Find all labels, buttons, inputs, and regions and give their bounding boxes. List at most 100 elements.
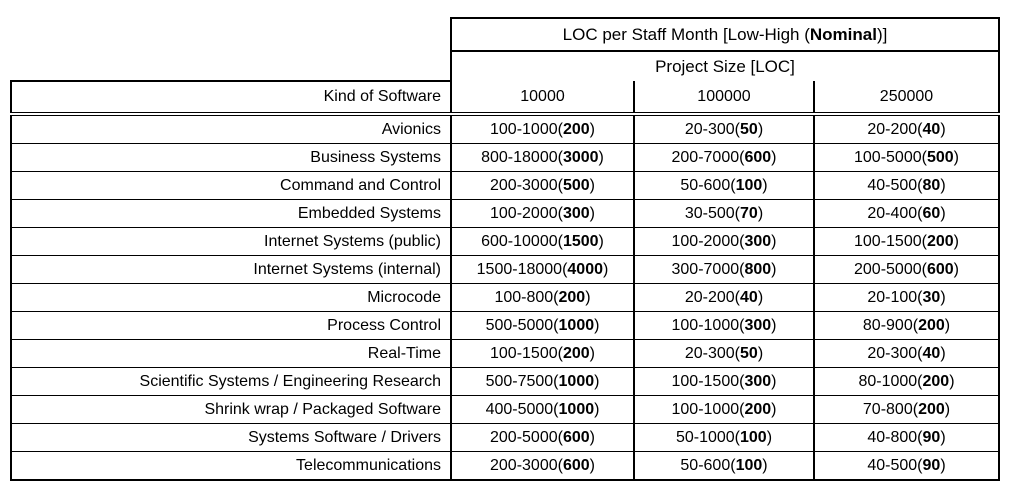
kind-cell: Telecommunications bbox=[10, 451, 451, 481]
value-cell: 200-3000(500) bbox=[450, 171, 634, 200]
nominal-value: 300 bbox=[562, 204, 590, 222]
table-row: Embedded Systems 100-2000(300) 30-500(70) 2… bbox=[10, 199, 1000, 228]
nominal-value: 200 bbox=[918, 316, 945, 334]
nominal-value: 200 bbox=[926, 232, 954, 250]
nominal-value: 90 bbox=[922, 456, 941, 474]
value-cell: 100-2000(300) bbox=[633, 227, 814, 256]
table-title: LOC per Staff Month [Low-High (Nominal)] bbox=[450, 17, 1000, 52]
nominal-value: 200 bbox=[562, 344, 590, 362]
value-cell: 800-18000(3000) bbox=[450, 143, 634, 172]
nominal-value: 200 bbox=[922, 372, 950, 390]
table-row: Business Systems 800-18000(3000) 200-7000(… bbox=[10, 143, 1000, 172]
value-cell: 300-7000(800) bbox=[633, 255, 814, 284]
table-row: Internet Systems (internal) 1500-18000(40… bbox=[10, 255, 1000, 284]
value-cell: 1500-18000(4000) bbox=[450, 255, 634, 284]
nominal-value: 500 bbox=[562, 176, 590, 194]
kind-cell: Business Systems bbox=[10, 143, 451, 172]
nominal-value: 90 bbox=[922, 428, 941, 446]
value-cell: 100-1000(300) bbox=[633, 311, 814, 340]
blank-corner bbox=[11, 51, 451, 81]
nominal-value: 1000 bbox=[558, 400, 595, 418]
value-cell: 20-400(60) bbox=[813, 199, 1000, 228]
value-cell: 500-5000(1000) bbox=[450, 311, 634, 340]
value-cell: 100-5000(500) bbox=[813, 143, 1000, 172]
value-cell: 80-900(200) bbox=[813, 311, 1000, 340]
nominal-value: 300 bbox=[744, 232, 772, 250]
kind-cell: Command and Control bbox=[10, 171, 451, 200]
kind-cell: Scientific Systems / Engineering Researc… bbox=[10, 367, 451, 396]
value-cell: 100-1500(200) bbox=[813, 227, 1000, 256]
size-column-header-250000: 250000 bbox=[813, 81, 1000, 116]
table-row: Process Control 500-5000(1000) 100-1000(30… bbox=[10, 311, 1000, 340]
value-cell: 100-800(200) bbox=[450, 283, 634, 312]
nominal-value: 70 bbox=[740, 204, 758, 222]
table-row: Microcode 100-800(200) 20-200(40) 20-100(30… bbox=[10, 283, 1000, 312]
nominal-value: 1000 bbox=[558, 372, 595, 390]
nominal-value: 40 bbox=[922, 120, 941, 138]
value-cell: 50-600(100) bbox=[633, 451, 814, 481]
value-cell: 20-100(30) bbox=[813, 283, 1000, 312]
table-row: Internet Systems (public) 600-10000(1500)… bbox=[10, 227, 1000, 256]
value-cell: 50-600(100) bbox=[633, 171, 814, 200]
nominal-value: 4000 bbox=[567, 260, 603, 278]
nominal-value: 600 bbox=[562, 428, 590, 446]
nominal-value: 50 bbox=[740, 344, 758, 362]
nominal-value: 30 bbox=[922, 288, 941, 306]
nominal-value: 100 bbox=[740, 428, 767, 446]
nominal-value: 1000 bbox=[558, 316, 595, 334]
value-cell: 80-1000(200) bbox=[813, 367, 1000, 396]
table-body: Avionics 100-1000(200) 20-300(50) 20-200(40… bbox=[10, 113, 1000, 481]
kind-cell: Real-Time bbox=[10, 339, 451, 368]
kind-of-software-header: Kind of Software bbox=[10, 80, 451, 116]
nominal-value: 40 bbox=[922, 344, 941, 362]
nominal-value: 60 bbox=[922, 204, 941, 222]
table-title-nominal: Nominal bbox=[809, 24, 877, 44]
value-cell: 70-800(200) bbox=[813, 395, 1000, 424]
value-cell: 100-1500(200) bbox=[450, 339, 634, 368]
value-cell: 40-800(90) bbox=[813, 423, 1000, 452]
nominal-value: 100 bbox=[735, 456, 763, 474]
value-cell: 400-5000(1000) bbox=[450, 395, 634, 424]
value-cell: 20-200(40) bbox=[813, 113, 1000, 144]
value-cell: 600-10000(1500) bbox=[450, 227, 634, 256]
project-size-header: Project Size [LOC] bbox=[450, 51, 1000, 81]
value-cell: 200-5000(600) bbox=[450, 423, 634, 452]
blank-corner bbox=[11, 18, 451, 51]
kind-cell: Shrink wrap / Packaged Software bbox=[10, 395, 451, 424]
nominal-value: 200 bbox=[744, 400, 772, 418]
nominal-value: 40 bbox=[740, 288, 758, 306]
value-cell: 20-300(50) bbox=[633, 113, 814, 144]
nominal-value: 500 bbox=[926, 148, 954, 166]
nominal-value: 50 bbox=[740, 120, 758, 138]
value-cell: 20-200(40) bbox=[633, 283, 814, 312]
nominal-value: 800 bbox=[744, 260, 772, 278]
nominal-value: 80 bbox=[922, 176, 941, 194]
table-row: Shrink wrap / Packaged Software 400-5000(… bbox=[10, 395, 1000, 424]
table-title-suffix: )] bbox=[876, 24, 888, 44]
table-title-prefix: LOC per Staff Month [Low-High ( bbox=[562, 24, 810, 44]
table-row: Real-Time 100-1500(200) 20-300(50) 20-300(4… bbox=[10, 339, 1000, 368]
size-column-header-10000: 10000 bbox=[450, 81, 634, 116]
value-cell: 50-1000(100) bbox=[633, 423, 814, 452]
value-cell: 500-7500(1000) bbox=[450, 367, 634, 396]
value-cell: 20-300(40) bbox=[813, 339, 1000, 368]
table-row: Systems Software / Drivers 200-5000(600) 5… bbox=[10, 423, 1000, 452]
value-cell: 40-500(80) bbox=[813, 171, 1000, 200]
nominal-value: 600 bbox=[562, 456, 590, 474]
loc-per-staff-month-table: LOC per Staff Month [Low-High (Nominal)]… bbox=[10, 17, 1000, 481]
value-cell: 40-500(90) bbox=[813, 451, 1000, 481]
value-cell: 100-1500(300) bbox=[633, 367, 814, 396]
value-cell: 100-1000(200) bbox=[633, 395, 814, 424]
value-cell: 200-7000(600) bbox=[633, 143, 814, 172]
column-header-row: Kind of Software 10000 100000 250000 bbox=[10, 80, 1000, 116]
table-row: Telecommunications 200-3000(600) 50-600(10… bbox=[10, 451, 1000, 481]
subtitle-row: Project Size [LOC] bbox=[11, 51, 1000, 81]
nominal-value: 200 bbox=[562, 120, 590, 138]
nominal-value: 200 bbox=[558, 288, 586, 306]
value-cell: 200-3000(600) bbox=[450, 451, 634, 481]
kind-cell: Process Control bbox=[10, 311, 451, 340]
kind-cell: Systems Software / Drivers bbox=[10, 423, 451, 452]
nominal-value: 3000 bbox=[562, 148, 599, 166]
value-cell: 200-5000(600) bbox=[813, 255, 1000, 284]
